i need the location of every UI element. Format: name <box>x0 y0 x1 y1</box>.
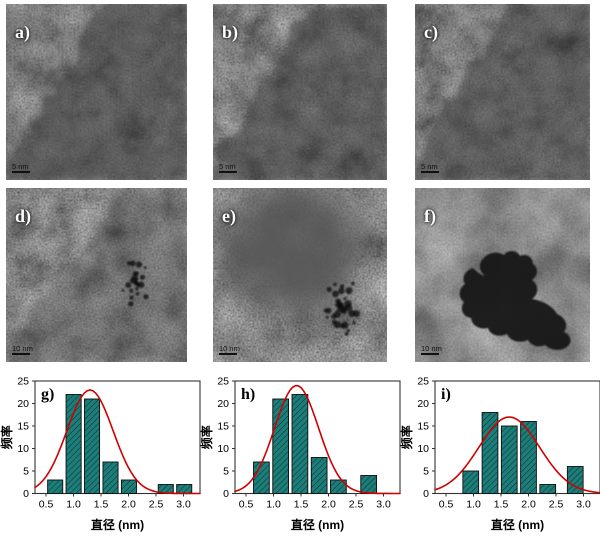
svg-text:2.5: 2.5 <box>349 499 364 511</box>
svg-text:25: 25 <box>417 376 429 388</box>
svg-text:3.0: 3.0 <box>376 499 391 511</box>
svg-text:1.0: 1.0 <box>466 499 481 511</box>
svg-text:1.5: 1.5 <box>494 499 509 511</box>
svg-text:10: 10 <box>217 443 229 455</box>
svg-text:3.0: 3.0 <box>576 499 591 511</box>
svg-text:2.5: 2.5 <box>549 499 564 511</box>
svg-text:25: 25 <box>217 376 229 388</box>
svg-text:10: 10 <box>417 443 429 455</box>
svg-text:0.5: 0.5 <box>39 499 54 511</box>
svg-text:2.0: 2.0 <box>321 499 336 511</box>
svg-text:1.5: 1.5 <box>94 499 109 511</box>
svg-text:5: 5 <box>223 466 229 478</box>
svg-text:20: 20 <box>217 398 229 410</box>
svg-text:直径 (nm): 直径 (nm) <box>491 517 544 532</box>
svg-text:h): h) <box>241 386 255 403</box>
svg-text:1.5: 1.5 <box>294 499 309 511</box>
svg-text:5: 5 <box>23 466 29 478</box>
svg-text:15: 15 <box>417 421 429 433</box>
svg-text:1.0: 1.0 <box>266 499 281 511</box>
svg-text:i): i) <box>441 386 451 403</box>
svg-text:15: 15 <box>17 421 29 433</box>
svg-text:直径 (nm): 直径 (nm) <box>91 517 144 532</box>
svg-text:10: 10 <box>17 443 29 455</box>
svg-text:0: 0 <box>23 488 29 500</box>
svg-text:g): g) <box>41 386 54 403</box>
svg-text:20: 20 <box>417 398 429 410</box>
svg-text:25: 25 <box>17 376 29 388</box>
svg-text:0: 0 <box>423 488 429 500</box>
svg-text:0.5: 0.5 <box>439 499 454 511</box>
svg-text:2.5: 2.5 <box>149 499 164 511</box>
svg-text:1.0: 1.0 <box>66 499 81 511</box>
svg-text:2.0: 2.0 <box>121 499 136 511</box>
svg-text:0: 0 <box>223 488 229 500</box>
svg-text:15: 15 <box>217 421 229 433</box>
svg-text:3.0: 3.0 <box>176 499 191 511</box>
svg-text:频率: 频率 <box>200 425 214 449</box>
svg-text:2.0: 2.0 <box>521 499 536 511</box>
svg-text:频率: 频率 <box>400 425 414 449</box>
svg-text:0.5: 0.5 <box>239 499 254 511</box>
svg-text:20: 20 <box>17 398 29 410</box>
svg-text:直径 (nm): 直径 (nm) <box>291 517 344 532</box>
svg-text:频率: 频率 <box>0 425 14 449</box>
svg-text:5: 5 <box>423 466 429 478</box>
